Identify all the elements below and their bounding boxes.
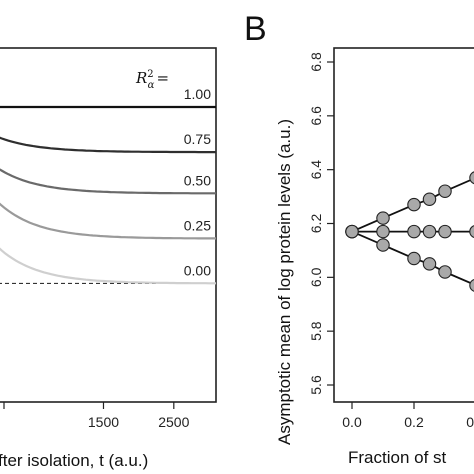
- panel-a-x-ticks: 1500 2500: [3, 402, 190, 430]
- panel-b-y-ticks: 5.6 5.8 6.0 6.2 6.4 6.6 6.8: [308, 52, 334, 395]
- legend-r-squared-label: R2 α =: [135, 69, 169, 91]
- point-series-2-1: [376, 238, 390, 252]
- point-series-1-3: [422, 224, 437, 239]
- series-label-2: 0.50: [184, 172, 211, 188]
- panel-a: 1.00 0.75 0.50 0.25 0.00 R2 α = 1500 2500 fter …: [0, 47, 217, 470]
- panel-a-series-labels: 1.00 0.75 0.50 0.25 0.00: [184, 86, 211, 278]
- panel-b-letter: B: [244, 10, 267, 48]
- x-tick-label-1: 2500: [158, 414, 189, 430]
- series-label-3: 0.25: [184, 218, 211, 234]
- y-tick-label-6: 6.8: [308, 52, 324, 72]
- y-tick-label-0: 5.6: [308, 375, 324, 395]
- panel-b-x-axis-title: Fraction of st: [348, 448, 447, 467]
- point-series-1-5: [469, 225, 474, 239]
- point-series-2-3: [422, 257, 437, 271]
- panel-a-frame: [0, 47, 217, 403]
- x-tick-label-0: 1500: [88, 414, 119, 430]
- line-series-0: [351, 177, 474, 233]
- series-label-4: 0.00: [184, 262, 211, 278]
- panel-b-points: [345, 171, 474, 292]
- point-series-2-5: [469, 278, 474, 292]
- point-series-0-4: [438, 184, 452, 198]
- panel-b-x-ticks: 0.0 0.2 0.4: [342, 402, 474, 430]
- point-series-0-1: [376, 211, 390, 225]
- series-line-3: [0, 202, 216, 240]
- panel-b: B 5.6 5.8 6.0 6.2 6.4 6.6 6.8 0.0 0.2 0.4 Asympt…: [244, 10, 474, 467]
- series-line-4: [0, 247, 216, 285]
- y-tick-label-2: 6.0: [308, 267, 324, 287]
- x-tick-label-2: 0.4: [466, 414, 474, 430]
- panel-a-x-axis-title: fter isolation, t (a.u.): [0, 451, 148, 470]
- point-series-2-0: [345, 224, 359, 239]
- series-label-1: 0.75: [184, 131, 211, 147]
- point-series-1-4: [438, 224, 452, 239]
- x-tick-label-1: 0.2: [404, 414, 424, 430]
- point-series-2-4: [438, 265, 452, 279]
- point-series-1-1: [376, 224, 390, 239]
- point-series-2-2: [407, 251, 421, 266]
- series-label-0: 1.00: [184, 86, 211, 102]
- series-line-2: [0, 168, 216, 195]
- y-tick-label-1: 5.8: [308, 321, 324, 341]
- point-series-0-2: [407, 197, 421, 212]
- y-tick-label-3: 6.2: [308, 214, 324, 234]
- y-tick-label-4: 6.4: [308, 160, 324, 180]
- point-series-1-2: [407, 224, 421, 239]
- point-series-0-5: [469, 171, 474, 185]
- line-series-2: [351, 230, 474, 286]
- point-series-0-3: [422, 192, 437, 207]
- panel-b-frame: [333, 47, 474, 403]
- panel-a-lines: [0, 105, 216, 285]
- x-tick-label-0: 0.0: [342, 414, 362, 430]
- panel-b-y-axis-title: Asymptotic mean of log protein levels (a…: [275, 119, 294, 445]
- y-tick-label-5: 6.6: [308, 106, 324, 126]
- series-line-1: [0, 136, 216, 154]
